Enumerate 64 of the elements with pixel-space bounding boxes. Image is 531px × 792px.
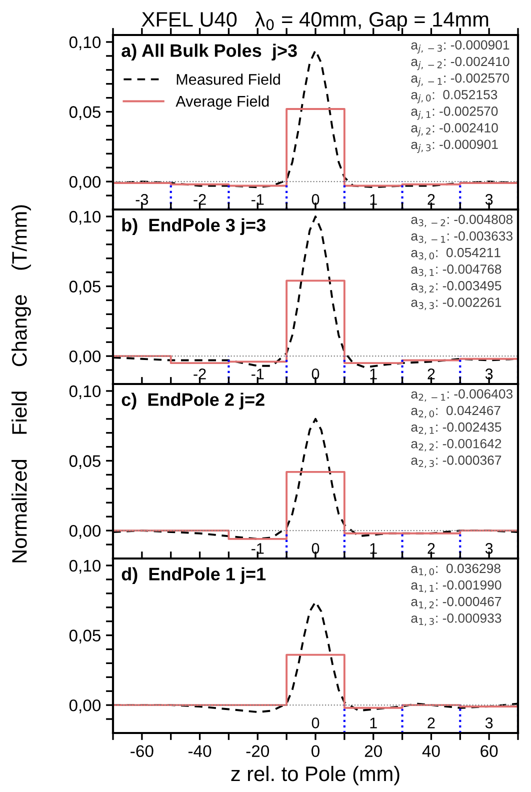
- x-tick-label: -60: [130, 745, 154, 758]
- annotation: a$_{2,1}$: -0.002435: [411, 422, 502, 435]
- annotation: a$_{1,3}$: -0.000933: [411, 613, 502, 626]
- annotation: -1: [252, 368, 264, 380]
- annotation: 3: [485, 194, 493, 205]
- annotation: a$_{j,−1}$: -0.002570: [411, 73, 510, 87]
- annotation: 1: [370, 718, 377, 728]
- annotation: 0: [312, 543, 320, 554]
- annotation: 3: [485, 543, 493, 554]
- y-tick-label: 0,00: [69, 176, 101, 190]
- y-tick-label: 0,10: [69, 36, 101, 50]
- y-tick-label: 0,00: [69, 524, 101, 539]
- annotation: a$_{2,−1}$: -0.006403: [411, 389, 513, 402]
- y-tick-label: 0,10: [69, 560, 101, 574]
- annotation: a$_{3,0}$: 0.054211: [411, 248, 500, 260]
- annotation: a$_{2,2}$: -0.001642: [411, 438, 502, 452]
- annotation: a$_{j,2}$: -0.002410: [411, 123, 498, 136]
- y-tick-label: 0,05: [69, 280, 100, 294]
- annotation: a$_{3,2}$: -0.003495: [411, 281, 502, 294]
- chart-title: XFEL U40 λ$_{0}$ = 40mm, Gap = 14mm: [142, 11, 488, 31]
- chart-subtitle: b) EndPole 3 j=3: [122, 218, 266, 236]
- annotation: -3: [136, 194, 148, 205]
- x-axis-title: z rel. to Pole (mm): [231, 766, 400, 786]
- annotation: a$_{j,0}$: 0.052153: [411, 90, 498, 104]
- annotation: a$_{3,1}$: -0.004768: [411, 264, 502, 277]
- chart-subtitle: a) All Bulk Poles j>3: [122, 44, 297, 61]
- y-tick-label: 0,05: [69, 455, 100, 469]
- annotation: 3: [485, 368, 493, 380]
- annotation: a$_{1,0}$: 0.036298: [411, 564, 500, 576]
- x-tick-label: 0: [312, 745, 320, 758]
- annotation: a$_{2,0}$: 0.042467: [411, 406, 500, 418]
- y-tick-label: 0,10: [69, 385, 101, 400]
- legend-label: Average Field: [176, 95, 269, 110]
- annotation: -1: [252, 194, 264, 205]
- annotation: 0: [312, 718, 320, 728]
- y-tick-label: 0,00: [69, 699, 101, 714]
- annotation: a$_{3,−1}$: -0.003633: [411, 231, 513, 244]
- annotation: a$_{j,1}$: -0.002570: [411, 106, 498, 120]
- x-tick-label: 60: [480, 745, 498, 758]
- annotation: 3: [485, 718, 493, 728]
- x-tick-label: 20: [364, 745, 382, 758]
- annotation: a$_{3,−2}$: -0.004808: [411, 214, 513, 228]
- annotation: a$_{j,3}$: -0.000901: [411, 140, 498, 153]
- annotation: 0: [312, 194, 320, 205]
- annotation: a$_{2,3}$: -0.000367: [411, 456, 502, 468]
- y-tick-label: 0,05: [69, 106, 100, 120]
- x-tick-label: -40: [188, 745, 212, 758]
- y-axis-title: Normalized Field Change (T/mm): [12, 205, 31, 562]
- y-tick-label: 0,05: [69, 630, 100, 644]
- chart-subtitle: c) EndPole 2 j=2: [122, 392, 264, 410]
- annotation: a$_{j,−2}$: -0.002410: [411, 56, 510, 70]
- annotation: a$_{3,3}$: -0.002261: [411, 298, 502, 310]
- annotation: 2: [428, 718, 435, 728]
- y-tick-label: 0,10: [69, 210, 101, 225]
- chart-subtitle: d) EndPole 1 j=1: [122, 567, 266, 584]
- annotation: -1: [252, 543, 264, 554]
- annotation: 0: [312, 368, 320, 380]
- annotation: a$_{1,1}$: -0.001990: [411, 580, 502, 593]
- y-tick-label: 0,00: [69, 350, 101, 364]
- x-tick-label: 40: [422, 745, 440, 758]
- legend-label: Measured Field: [176, 74, 280, 85]
- annotation: a$_{j,−3}$: -0.000901: [411, 40, 510, 54]
- annotation: a$_{1,2}$: -0.000467: [411, 596, 502, 610]
- x-tick-label: -20: [246, 745, 270, 758]
